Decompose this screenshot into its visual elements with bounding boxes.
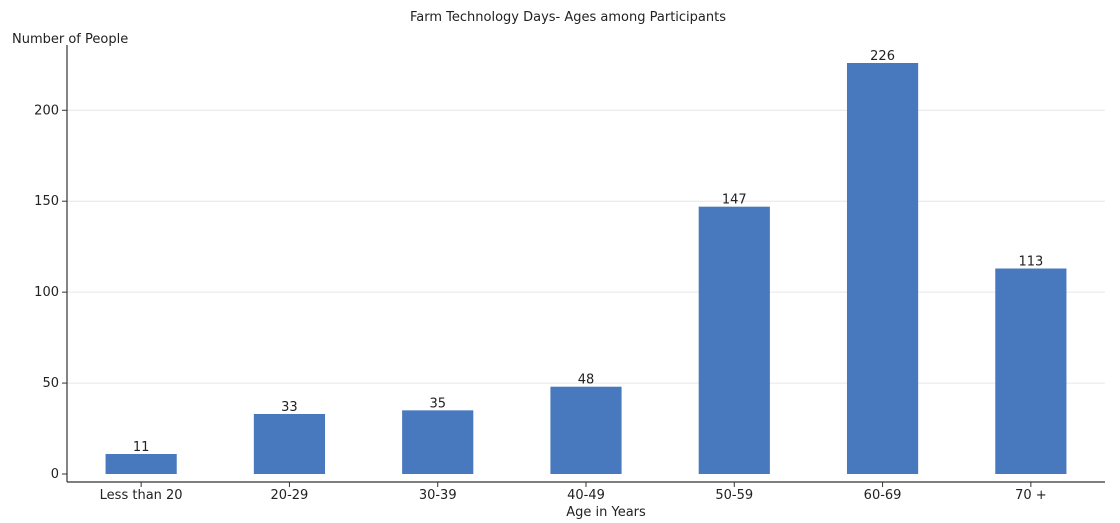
bar-value-label: 113 [1018,255,1043,270]
bar [253,413,326,474]
bar [698,206,770,474]
x-tick-label: 40-49 [567,488,605,503]
bar-value-label: 11 [133,440,150,455]
x-tick-label: 60-69 [864,488,902,503]
y-tick-label: 50 [42,376,59,391]
bar [402,410,474,474]
bar-value-label: 33 [281,400,298,415]
x-tick-label: 50-59 [715,488,753,503]
y-axis-title: Number of People [12,32,128,47]
labels: 0 50 100 150 200 11 Less than 20 33 20-29 35 30-39… [34,49,1046,503]
x-tick-label: 30-39 [419,488,457,503]
bar [550,386,622,474]
gridlines [67,109,1105,384]
chart-title: Farm Technology Days- Ages among Partici… [410,10,726,25]
bar-value-label: 48 [578,373,595,388]
x-tick-label: 70 + [1015,488,1047,503]
x-tick-label: Less than 20 [100,488,183,503]
bars [105,63,1067,474]
y-tick-label: 100 [34,285,59,300]
bar-value-label: 226 [870,49,895,64]
bar-value-label: 35 [429,396,446,411]
y-tick-label: 150 [34,194,59,209]
y-tick-label: 0 [51,467,59,482]
x-tick-label: 20-29 [271,488,309,503]
bar [105,453,177,474]
y-tick-label: 200 [34,103,59,118]
bar-value-label: 147 [722,193,747,208]
bar [995,268,1067,474]
axes [62,45,1105,487]
x-axis-title: Age in Years [566,505,646,520]
bar [846,63,919,474]
